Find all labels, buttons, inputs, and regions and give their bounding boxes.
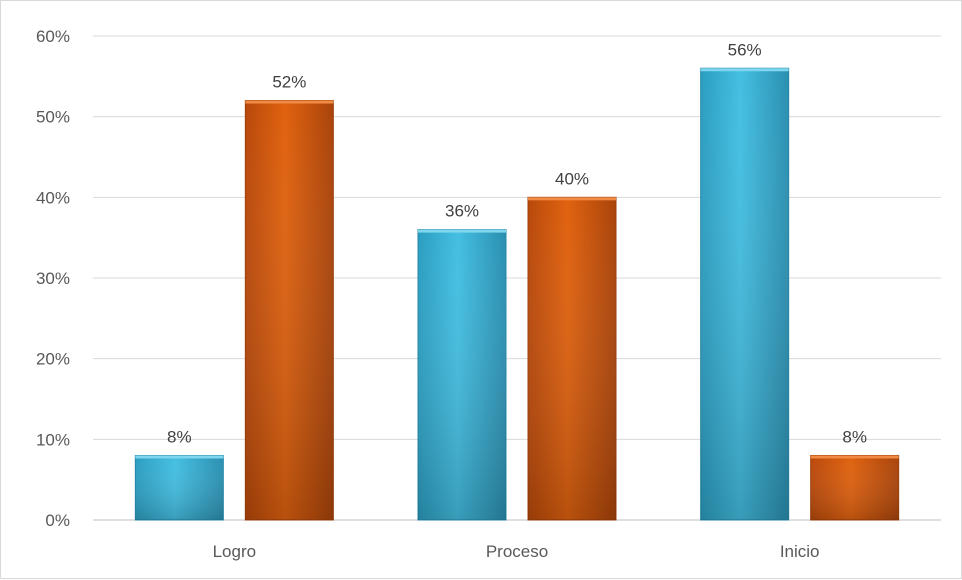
x-axis-tick-labels: Logro Proceso Inicio xyxy=(213,542,820,561)
data-label: 8% xyxy=(167,427,192,446)
bars xyxy=(134,67,900,521)
data-label: 52% xyxy=(272,73,306,92)
y-tick-label: 30% xyxy=(36,269,70,288)
y-tick-label: 20% xyxy=(36,350,70,369)
x-tick-label: Inicio xyxy=(780,542,820,561)
bar-shade xyxy=(700,68,789,521)
bar-top-highlight xyxy=(135,455,224,459)
bar-top-highlight xyxy=(528,197,616,201)
bar-top-highlight xyxy=(700,68,789,72)
bar-shade xyxy=(245,100,334,521)
gridlines xyxy=(93,35,941,521)
x-tick-label: Proceso xyxy=(486,542,548,561)
y-axis-tick-labels: 0% 10% 20% 30% 40% 50% 60% xyxy=(36,27,70,530)
data-label: 36% xyxy=(445,202,479,221)
bar-shade xyxy=(418,229,506,520)
data-label: 56% xyxy=(728,40,762,59)
x-tick-label: Logro xyxy=(213,542,256,561)
data-label: 40% xyxy=(555,169,589,188)
bar-top-highlight xyxy=(418,229,506,233)
bar-top-highlight xyxy=(245,100,334,104)
y-tick-label: 50% xyxy=(36,108,70,127)
bar-shade xyxy=(528,197,616,521)
bar-top-highlight xyxy=(810,455,899,459)
y-tick-label: 0% xyxy=(45,511,70,530)
bar-shade xyxy=(135,455,224,520)
y-tick-label: 10% xyxy=(36,430,70,449)
y-tick-label: 40% xyxy=(36,188,70,207)
y-tick-label: 60% xyxy=(36,27,70,46)
data-labels: 8% 52% 36% 40% 56% 8% xyxy=(167,40,867,446)
data-label: 8% xyxy=(842,427,867,446)
bar-shade xyxy=(810,455,899,520)
